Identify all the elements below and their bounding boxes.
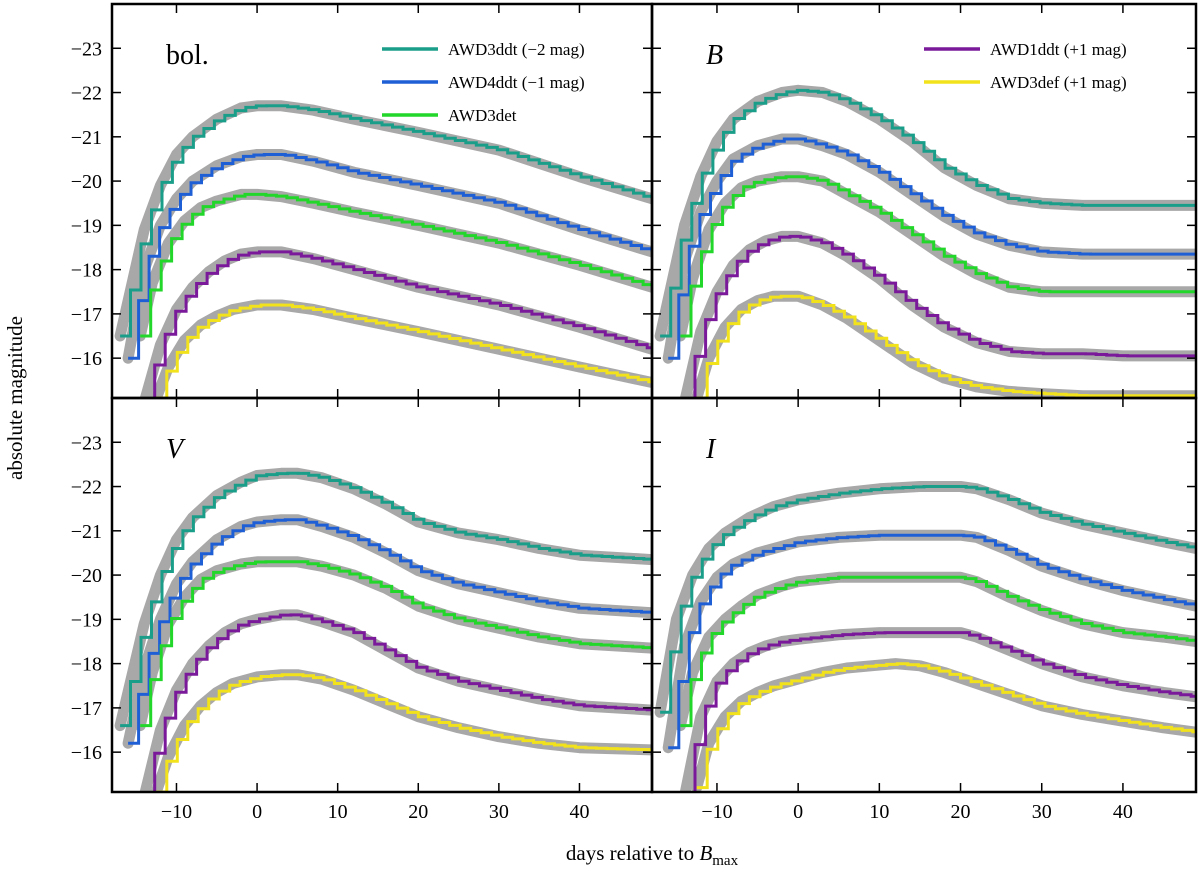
series-line-AWD1ddt (153, 250, 652, 398)
y-tick-label: −21 (71, 127, 102, 149)
y-tick-label: −16 (71, 742, 102, 764)
x-tick-label: 30 (489, 801, 509, 823)
series-line-AWD4ddt (668, 137, 1196, 360)
y-tick-label: −17 (71, 698, 102, 720)
panel-v-plot-area (114, 467, 652, 792)
x-tick-label: 30 (1032, 801, 1052, 823)
series-line-AWD3ddt (120, 471, 652, 728)
panel-bol-plot-area (114, 100, 652, 398)
x-tick-label: 20 (951, 801, 971, 823)
series-line-AWD3ddt (120, 104, 652, 338)
x-axis-label-symbol: B (699, 841, 712, 865)
y-tick-label: −20 (71, 171, 102, 193)
series-line-AWD4ddt (128, 153, 652, 360)
legend-left: AWD3ddt (−2 mag) AWD4ddt (−1 mag) AWD3det (382, 40, 585, 125)
panel-i-label: I (705, 434, 717, 465)
series-line-AWD3det (140, 192, 652, 338)
envelope-AWD3def (691, 290, 1196, 398)
legend-label: AWD4ddt (−1 mag) (448, 73, 585, 92)
series-line-AWD4ddt (668, 533, 1196, 750)
envelope-AWD3ddt (114, 467, 652, 732)
panel-v-label: V (166, 434, 186, 465)
y-tick-label: −22 (71, 83, 102, 105)
x-tick-label: 40 (1113, 801, 1133, 823)
panel-bol-label: bol. (166, 40, 209, 71)
x-tick-label: 10 (869, 801, 889, 823)
panel-b-plot-area (654, 84, 1196, 398)
y-tick-label: −20 (71, 565, 102, 587)
series-line-AWD3def (696, 662, 1196, 790)
y-tick-label: −22 (71, 477, 102, 499)
y-tick-label: −19 (71, 609, 102, 631)
series-line-AWD3det (140, 560, 652, 728)
series-line-AWD3det (680, 175, 1196, 338)
y-tick-label: −18 (71, 260, 102, 282)
y-tick-label: −16 (71, 348, 102, 370)
series-line-AWD3def (156, 303, 652, 398)
y-tick-label: −23 (71, 38, 102, 60)
x-axis-label: days relative to Bmax (566, 841, 739, 869)
y-tick-label: −17 (71, 304, 102, 326)
y-tick-label: −19 (71, 215, 102, 237)
legend-label: AWD1ddt (+1 mag) (990, 40, 1127, 59)
x-axis-label-subscript: max (712, 853, 738, 869)
x-tick-label: 0 (252, 801, 262, 823)
x-tick-label: −10 (161, 801, 192, 823)
y-tick-label: −18 (71, 654, 102, 676)
panel-i-frame (650, 396, 1198, 794)
panel-b: B (650, 2, 1198, 400)
envelope-AWD3ddt (654, 84, 1196, 342)
panel-b-label: B (706, 40, 723, 71)
legend-label: AWD3ddt (−2 mag) (448, 40, 585, 59)
envelope-AWD3ddt (654, 481, 1196, 718)
panel-v: −23 −22 −21 −20 −19 −18 −17 −16 −10 0 10 20 30 40 V (71, 396, 654, 823)
panel-bol: −23 −22 −21 −20 −19 −18 −17 −16 bol. (71, 2, 654, 400)
envelope-AWD3def (150, 299, 652, 398)
legend-right: AWD1ddt (+1 mag) AWD3def (+1 mag) (924, 40, 1127, 92)
series-line-AWD3ddt (660, 88, 1196, 338)
x-tick-label: 10 (328, 801, 348, 823)
series-line-AWD3def (696, 294, 1196, 398)
legend-label: AWD3det (448, 106, 517, 125)
series-line-AWD4ddt (128, 518, 652, 745)
panel-i-plot-area (654, 481, 1196, 792)
y-axis-label: absolute magnitude (3, 316, 27, 480)
x-tick-label: 20 (408, 801, 428, 823)
envelope-AWD1ddt (679, 627, 1196, 792)
series-line-AWD1ddt (693, 631, 1196, 792)
x-tick-label: 0 (793, 801, 803, 823)
legend-label: AWD3def (+1 mag) (990, 73, 1127, 92)
x-tick-label: 40 (569, 801, 589, 823)
panel-i: −10 0 10 20 30 40 I (650, 396, 1198, 823)
x-tick-label: −10 (701, 801, 732, 823)
series-line-AWD1ddt (693, 234, 1196, 398)
series-line-AWD3ddt (660, 485, 1196, 714)
series-line-AWD3def (156, 673, 652, 792)
x-axis-label-prefix: days relative to (566, 841, 700, 865)
y-tick-label: −23 (71, 432, 102, 454)
series-line-AWD3det (680, 575, 1196, 728)
y-tick-label: −21 (71, 521, 102, 543)
series-line-AWD1ddt (153, 613, 652, 792)
